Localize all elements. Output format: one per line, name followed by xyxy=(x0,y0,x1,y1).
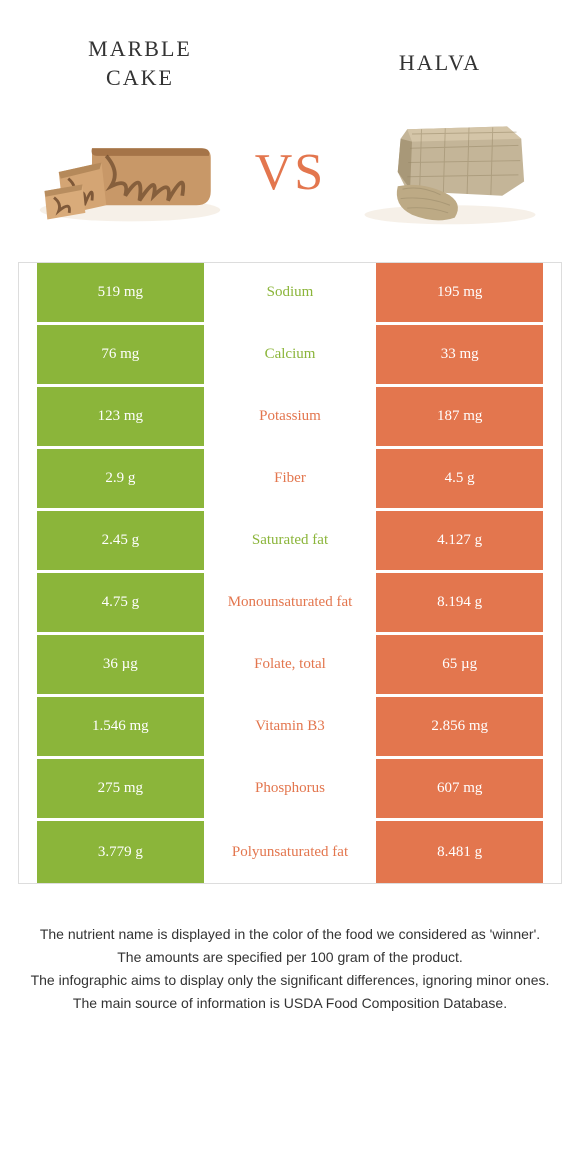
cell-left-value: 2.45 g xyxy=(37,511,207,570)
cell-left-value: 36 µg xyxy=(37,635,207,694)
cell-nutrient-label: Fiber xyxy=(207,449,374,508)
cell-nutrient-label: Phosphorus xyxy=(207,759,374,818)
table-row: 2.9 gFiber4.5 g xyxy=(37,449,543,511)
cell-left-value: 2.9 g xyxy=(37,449,207,508)
table-row: 519 mgSodium195 mg xyxy=(37,263,543,325)
cell-right-value: 8.481 g xyxy=(373,821,543,883)
cell-left-value: 123 mg xyxy=(37,387,207,446)
cell-nutrient-label: Monounsaturated fat xyxy=(207,573,374,632)
comparison-table: 519 mgSodium195 mg76 mgCalcium33 mg123 m… xyxy=(18,262,562,884)
cell-nutrient-label: Potassium xyxy=(207,387,374,446)
marble-cake-icon xyxy=(35,117,225,227)
table-row: 36 µgFolate, total65 µg xyxy=(37,635,543,697)
table-row: 123 mgPotassium187 mg xyxy=(37,387,543,449)
header: Marble cake Halva xyxy=(0,0,580,102)
footer-notes: The nutrient name is displayed in the co… xyxy=(0,884,580,1036)
cell-right-value: 187 mg xyxy=(373,387,543,446)
cell-right-value: 195 mg xyxy=(373,263,543,322)
halva-icon xyxy=(355,112,545,232)
food-image-left xyxy=(30,112,230,232)
cell-nutrient-label: Vitamin B3 xyxy=(207,697,374,756)
footer-line: The infographic aims to display only the… xyxy=(30,970,550,991)
table-row: 76 mgCalcium33 mg xyxy=(37,325,543,387)
food-title-left-2: cake xyxy=(106,65,174,90)
cell-left-value: 275 mg xyxy=(37,759,207,818)
cell-right-value: 8.194 g xyxy=(373,573,543,632)
cell-nutrient-label: Sodium xyxy=(207,263,374,322)
footer-line: The nutrient name is displayed in the co… xyxy=(30,924,550,945)
cell-right-value: 65 µg xyxy=(373,635,543,694)
cell-left-value: 519 mg xyxy=(37,263,207,322)
cell-right-value: 4.127 g xyxy=(373,511,543,570)
food-image-right xyxy=(350,112,550,232)
images-row: VS xyxy=(0,102,580,262)
cell-left-value: 3.779 g xyxy=(37,821,207,883)
cell-nutrient-label: Polyunsaturated fat xyxy=(207,821,374,883)
table-row: 1.546 mgVitamin B32.856 mg xyxy=(37,697,543,759)
vs-label: VS xyxy=(255,143,325,202)
cell-right-value: 2.856 mg xyxy=(373,697,543,756)
food-title-left: Marble cake xyxy=(50,35,230,92)
table-row: 4.75 gMonounsaturated fat8.194 g xyxy=(37,573,543,635)
food-title-right-1: Halva xyxy=(399,50,481,75)
table-row: 3.779 gPolyunsaturated fat8.481 g xyxy=(37,821,543,883)
table-row: 275 mgPhosphorus607 mg xyxy=(37,759,543,821)
cell-nutrient-label: Folate, total xyxy=(207,635,374,694)
cell-nutrient-label: Calcium xyxy=(207,325,374,384)
food-title-right: Halva xyxy=(350,49,530,78)
cell-right-value: 607 mg xyxy=(373,759,543,818)
cell-left-value: 4.75 g xyxy=(37,573,207,632)
cell-left-value: 76 mg xyxy=(37,325,207,384)
footer-line: The amounts are specified per 100 gram o… xyxy=(30,947,550,968)
food-title-left-1: Marble xyxy=(88,36,192,61)
cell-right-value: 4.5 g xyxy=(373,449,543,508)
cell-nutrient-label: Saturated fat xyxy=(207,511,374,570)
table-row: 2.45 gSaturated fat4.127 g xyxy=(37,511,543,573)
cell-right-value: 33 mg xyxy=(373,325,543,384)
footer-line: The main source of information is USDA F… xyxy=(30,993,550,1014)
cell-left-value: 1.546 mg xyxy=(37,697,207,756)
